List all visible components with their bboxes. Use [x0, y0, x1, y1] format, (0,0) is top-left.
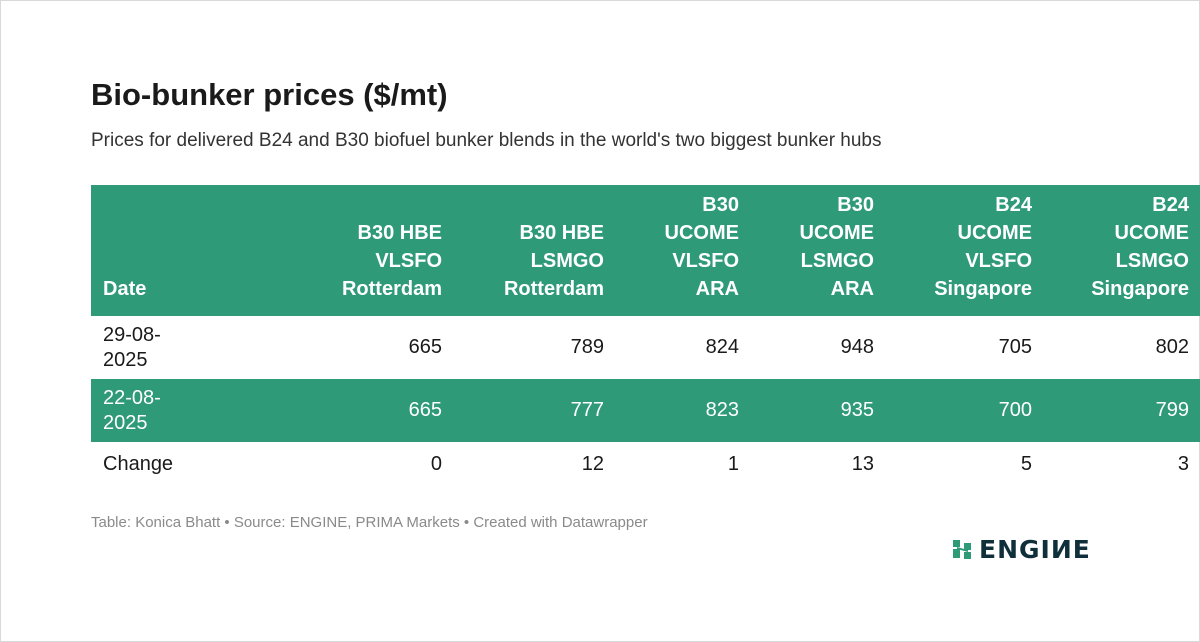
value-cell: 12: [581, 452, 604, 475]
column-header-line: Date: [103, 278, 147, 300]
column-header-line: LSMGO: [1115, 250, 1189, 272]
column-header-line: UCOME: [664, 222, 739, 244]
date-line: 2025: [103, 348, 148, 371]
value-cell: 948: [840, 336, 874, 358]
engine-logo-icon: [953, 540, 971, 559]
date-line: 22-08-: [103, 386, 161, 409]
column-header-2: B30 HBE LSMGO Rotterdam: [454, 185, 616, 316]
column-header-line: LSMGO: [530, 250, 604, 272]
table-row: 29-08- 2025 665 789 824 948 705 802: [91, 316, 1200, 379]
table-body: 29-08- 2025 665 789 824 948 705 802 22-08- 2025 66…: [91, 316, 1200, 486]
value-cell: 0: [430, 452, 442, 475]
value-cell: 799: [1044, 379, 1200, 442]
value-cell: 935: [751, 379, 886, 442]
date-cell: Change: [91, 442, 221, 486]
date-line: Change: [103, 452, 174, 475]
column-header-line: B30: [837, 194, 874, 216]
value-cell: 5: [1020, 452, 1032, 475]
column-header-3: B30 UCOME VLSFO ARA: [616, 185, 751, 316]
value-cell: 705: [998, 336, 1032, 358]
date-line: 2025: [103, 411, 148, 434]
column-header-line: VLSFO: [672, 250, 739, 272]
column-header-5: B24 UCOME VLSFO Singapore: [886, 185, 1044, 316]
value-cell: 789: [570, 336, 604, 358]
column-header-line: UCOME: [957, 222, 1032, 244]
value-cell: 665: [408, 336, 442, 358]
table-row: Change 0 12 1 13 5 3: [91, 442, 1200, 486]
column-header-line: Singapore: [1091, 278, 1189, 300]
value-cell: 13: [851, 452, 874, 475]
value-cell: 700: [886, 379, 1044, 442]
value-cell: 823: [616, 379, 751, 442]
value-cell: 1: [727, 452, 739, 475]
column-header-line: Rotterdam: [341, 278, 442, 300]
column-header-line: B30 HBE: [519, 222, 604, 244]
column-header-line: B24: [1152, 194, 1189, 216]
table-header-row: Date B30 HBE VLSFO Rotterdam B30 HBE LSMGO Rot…: [91, 185, 1200, 316]
value-cell: 3: [1177, 452, 1189, 475]
column-header-line: VLSFO: [375, 250, 442, 272]
column-header-line: UCOME: [1114, 222, 1189, 244]
column-header-line: ARA: [830, 278, 874, 300]
value-cell: 802: [1155, 336, 1189, 358]
table-row: 22-08- 2025 665 777 823 935 700 799: [91, 379, 1200, 442]
date-cell: 29-08- 2025: [91, 316, 221, 379]
source-note: Table: Konica Bhatt • Source: ENGINE, PR…: [91, 514, 648, 531]
column-header-1: B30 HBE VLSFO Rotterdam: [221, 185, 454, 316]
column-header-4: B30 UCOME LSMGO ARA: [751, 185, 886, 316]
column-header-6: B24 UCOME LSMGO Singapore: [1044, 185, 1200, 316]
value-cell: 777: [454, 379, 616, 442]
chart-subtitle: Prices for delivered B24 and B30 biofuel…: [91, 130, 882, 151]
column-header-date: Date: [91, 185, 221, 316]
column-header-line: UCOME: [799, 222, 874, 244]
column-header-line: B30: [702, 194, 739, 216]
column-header-line: B30 HBE: [357, 222, 442, 244]
column-header-line: B24: [995, 194, 1032, 216]
column-header-line: LSMGO: [800, 250, 874, 272]
value-cell: 824: [705, 336, 739, 358]
value-cell: 665: [221, 379, 454, 442]
column-header-line: Singapore: [934, 278, 1032, 300]
date-cell: 22-08- 2025: [91, 379, 221, 442]
date-line: 29-08-: [103, 323, 161, 346]
column-header-line: VLSFO: [965, 250, 1032, 272]
column-header-line: ARA: [695, 278, 739, 300]
engine-logo: ENGIИE: [951, 534, 1091, 564]
column-header-line: Rotterdam: [503, 278, 604, 300]
chart-title: Bio-bunker prices ($/mt): [91, 77, 448, 112]
engine-logo-text: ENGIИE: [979, 534, 1091, 564]
price-table: Date B30 HBE VLSFO Rotterdam B30 HBE LSMGO Rot…: [91, 185, 1200, 486]
